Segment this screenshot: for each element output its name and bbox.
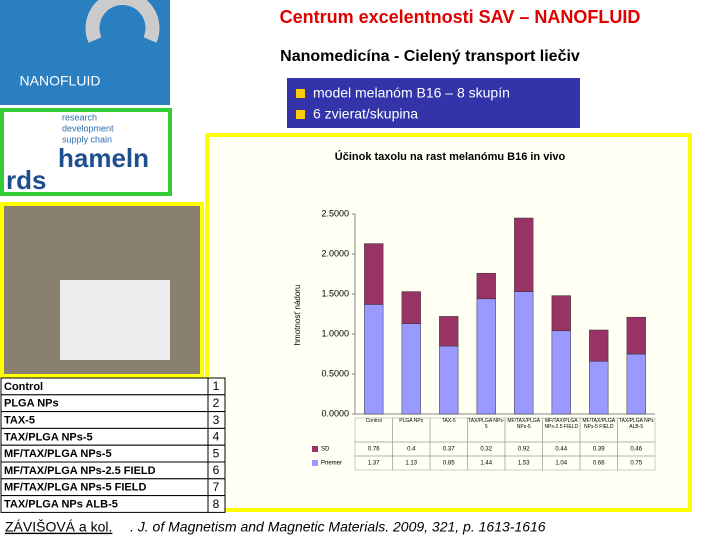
bar-segment [589,360,609,415]
bullet: 6 zvierat/skupina [313,106,418,122]
table-value: 0.76 [368,447,380,453]
partner-line: research [62,112,97,122]
x-tick-label: TAX-5 [441,418,456,424]
table-value: 0.4 [407,447,416,453]
group-number: 6 [213,463,220,477]
logo-text: NANOFLUID [20,73,101,89]
x-tick-label-box: MF/TAX/PLGA NPs-2.5 FIELD [544,418,579,430]
bar-segment [364,304,384,415]
x-tick-label: MF/TAX/PLGA NPs-5 [507,418,541,430]
y-tick-label: 2.0000 [321,248,349,258]
x-tick-label-box: MF/TAX/PLGA NPs-5 FIELD [582,418,616,430]
table-value: 0.92 [518,447,530,453]
y-tick-label: 2.5000 [321,208,349,218]
bar-segment [439,316,459,347]
group-number: 3 [213,413,220,427]
partner-line: development [62,123,114,133]
bar-segment [589,329,609,362]
partner-name: rds [6,165,46,195]
citation-authors: ZÁVIŠOVÁ a kol. [5,519,112,535]
x-tick-label: TAX/PLGA NPs-5 [468,418,505,430]
y-tick-label: 1.0000 [321,328,349,338]
bar-segment [514,291,534,415]
table-value: 1.37 [368,461,380,467]
slide-title: Centrum excelentnosti SAV – NANOFLUID [280,7,641,27]
x-tick-label: MF/TAX/PLGA NPs-2.5 FIELD [544,418,579,430]
y-tick-label: 0.0000 [321,408,349,418]
bar-segment [551,295,571,332]
group-label: MF/TAX/PLGA NPs-5 FIELD [4,482,146,494]
bullet-icon [296,89,305,98]
chart-title: Účinok taxolu na rast melanómu B16 in vi… [335,150,566,163]
table-value: 0.39 [593,447,605,453]
partner-logo [0,108,172,196]
bullet-icon [296,110,305,119]
bar-segment [551,330,571,415]
bar-segment [514,217,534,292]
table-value: 0.37 [443,447,455,453]
bullet-box [287,78,580,128]
logo-bg [0,0,170,105]
table-value: 1.53 [518,461,530,467]
bar-segment [626,316,646,355]
group-label: TAX/PLGA NPs ALB-5 [4,499,118,511]
y-tick-label: 1.5000 [321,288,349,298]
group-number: 1 [213,379,220,393]
x-tick-label-box: PLGA NPs [399,418,424,424]
bar-segment [476,298,496,415]
group-number: 2 [213,396,220,410]
table-cell [207,495,226,513]
legend-swatch [312,460,318,466]
bullet: model melanóm B16 – 8 skupín [313,85,510,101]
table-value: 0.66 [593,461,605,467]
group-number: 5 [213,446,220,460]
table-cell [617,455,656,471]
group-number: 8 [213,497,220,511]
legend-swatch [312,446,318,452]
table-value: 0.46 [630,447,642,453]
y-axis-title: hmotnosť nádoru [293,285,302,346]
group-number: 7 [213,480,220,494]
group-label: MF/TAX/PLGA NPs-2.5 FIELD [4,465,156,477]
x-tick-label: TAX/PLGA NPs ALB-5 [618,418,654,430]
table-value: 0.32 [480,447,492,453]
x-tick-label: PLGA NPs [399,418,424,424]
table-value: 0.44 [555,447,567,453]
table-value: 1.13 [405,461,417,467]
x-tick-label: Control [365,418,382,424]
group-label: Control [4,381,43,393]
table-value: 1.44 [480,461,492,467]
bar-segment [401,323,421,415]
slide-subtitle: Nanomedicína - Cielený transport liečiv [280,48,580,65]
bar-segment [439,345,459,415]
partner-line: supply chain [62,134,112,144]
x-tick-label-box: TAX-5 [441,418,456,424]
group-number: 4 [213,430,220,444]
x-tick-label-box: TAX/PLGA NPs-5 [468,418,505,430]
x-tick-label-box: MF/TAX/PLGA NPs-5 [507,418,541,430]
group-label: TAX-5 [4,415,35,427]
group-label: MF/TAX/PLGA NPs-5 [4,448,112,460]
citation-source: . J. of Magnetism and Magnetic Materials… [130,519,546,535]
table-value: 0.85 [443,461,455,467]
legend-label: SD [321,447,330,453]
photo-detail [60,280,170,360]
table-value: 0.75 [630,461,642,467]
x-tick-label: MF/TAX/PLGA NPs-5 FIELD [582,418,616,430]
y-tick-label: 0.5000 [321,368,349,378]
bar-segment [364,243,384,305]
bar-segment [626,353,646,415]
group-label: TAX/PLGA NPs-5 [4,431,93,443]
group-label: PLGA NPs [4,398,59,410]
magnet-icon [85,0,160,43]
group-table: Control 1 PLGA NPs 2 TAX-5 3 TAX/PLGA NPs-5 4 MF… [0,377,226,513]
legend-label: Priemer [321,461,342,467]
table-value: 1.04 [555,461,567,467]
x-tick-label-box: Control [365,418,382,424]
bar-segment [401,291,421,324]
partner-name: hameln [58,143,149,173]
x-tick-label-box: TAX/PLGA NPs ALB-5 [618,418,654,430]
bar-segment [476,272,496,300]
